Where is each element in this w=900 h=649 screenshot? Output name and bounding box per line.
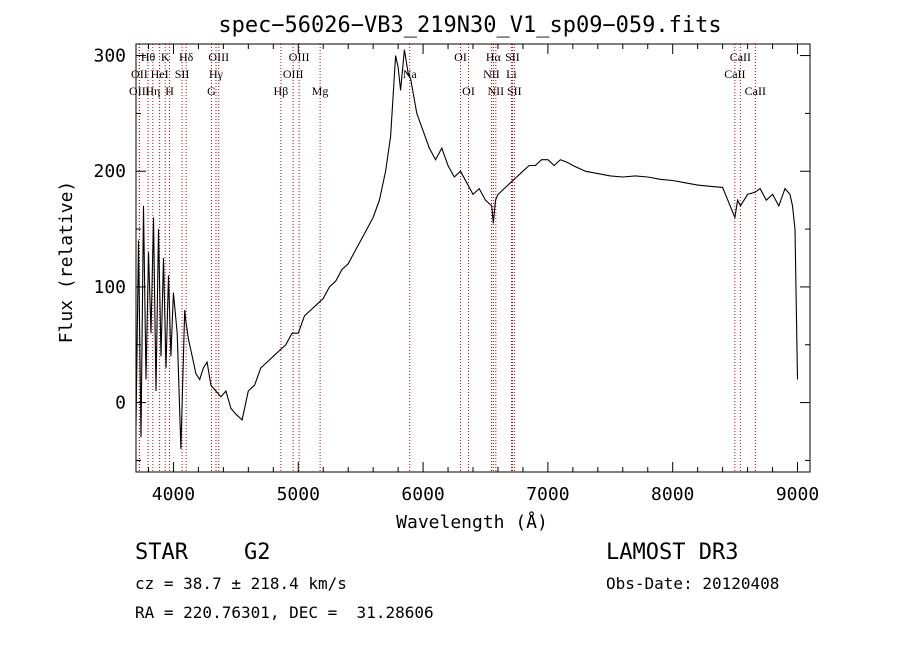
line-label: OI bbox=[462, 84, 475, 98]
y-tick-label: 200 bbox=[93, 161, 126, 182]
line-label: OII bbox=[131, 67, 148, 81]
line-label: Hβ bbox=[274, 84, 289, 98]
line-label: Na bbox=[403, 67, 418, 81]
line-label: CaII bbox=[724, 67, 745, 81]
line-label: OIII bbox=[289, 50, 310, 64]
redshift-cz: cz = 38.7 ± 218.4 km/s bbox=[135, 574, 347, 593]
y-axis: 0 100 200 300 bbox=[93, 46, 810, 461]
line-label: CaII bbox=[730, 50, 751, 64]
line-labels-layer: Hθ OII OIII K HeI Hη H Hδ SII OIII Hγ G Hβ OIII OIII Mg… bbox=[129, 50, 766, 98]
x-tick-label: 6000 bbox=[401, 484, 444, 505]
line-label: OIII bbox=[283, 67, 304, 81]
x-axis-label: Wavelength (Å) bbox=[396, 511, 548, 533]
x-tick-label: 4000 bbox=[152, 484, 195, 505]
y-tick-label: 300 bbox=[93, 46, 126, 67]
line-label: Li bbox=[506, 67, 517, 81]
line-label: OI bbox=[454, 50, 467, 64]
y-axis-label: Flux (relative) bbox=[56, 181, 77, 344]
line-label: SII bbox=[175, 67, 190, 81]
line-label: H bbox=[165, 84, 174, 98]
object-subclass: G2 bbox=[244, 540, 271, 565]
line-label: K bbox=[161, 50, 170, 64]
emission-lines-layer bbox=[138, 44, 756, 472]
line-label: Hη bbox=[145, 84, 160, 98]
survey-label: LAMOST DR3 bbox=[606, 540, 739, 565]
line-label: Hθ bbox=[141, 50, 156, 64]
line-label: OIII bbox=[208, 50, 229, 64]
x-axis: 4000 5000 6000 7000 8000 9000 bbox=[147, 44, 819, 505]
line-label: G bbox=[207, 84, 216, 98]
x-tick-label: 9000 bbox=[776, 484, 819, 505]
plot-frame bbox=[135, 43, 811, 473]
line-label: NII bbox=[483, 67, 500, 81]
line-label: OIII bbox=[129, 84, 150, 98]
object-class: STAR bbox=[135, 540, 188, 565]
line-label: HeI bbox=[151, 67, 169, 81]
line-label: Hγ bbox=[209, 67, 224, 81]
line-label: Mg bbox=[312, 84, 329, 98]
obs-date: Obs-Date: 20120408 bbox=[606, 574, 780, 593]
y-tick-label: 100 bbox=[93, 277, 126, 298]
y-tick-label: 0 bbox=[115, 393, 126, 414]
line-label: Hδ bbox=[179, 50, 194, 64]
chart-title: spec−56026−VB3_219N30_V1_sp09−059.fits bbox=[218, 13, 721, 38]
ra-dec: RA = 220.76301, DEC = 31.28606 bbox=[135, 603, 434, 622]
x-tick-label: 7000 bbox=[526, 484, 569, 505]
spectrum-line bbox=[135, 49, 799, 449]
line-label: CaII bbox=[745, 84, 766, 98]
x-tick-label: 8000 bbox=[651, 484, 694, 505]
line-label: Hα bbox=[486, 50, 502, 64]
line-label: SII bbox=[505, 50, 520, 64]
line-label: SII bbox=[507, 84, 522, 98]
line-label: NII bbox=[488, 84, 505, 98]
x-tick-label: 5000 bbox=[277, 484, 320, 505]
